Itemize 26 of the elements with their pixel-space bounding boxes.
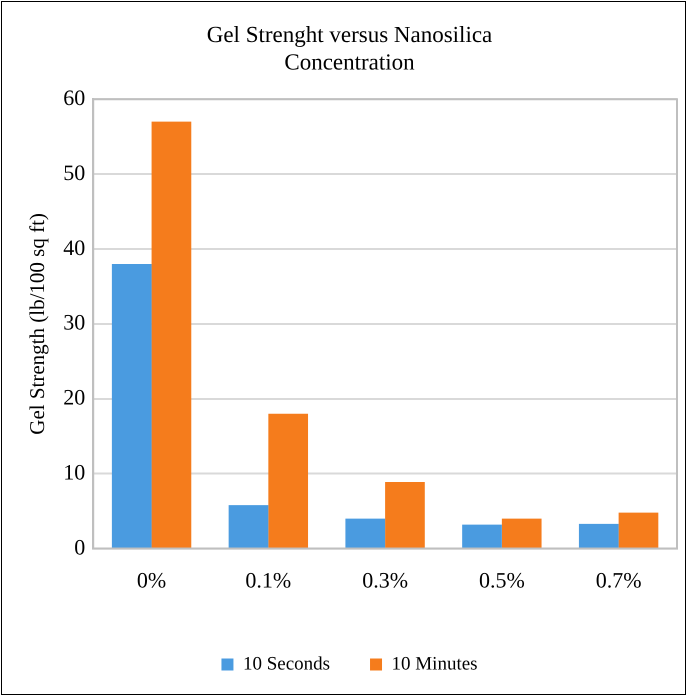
bar [152, 122, 192, 548]
bar [502, 518, 542, 548]
bar [578, 524, 619, 548]
y-tick-label: 60 [63, 84, 86, 110]
x-tick-label: 0.7% [596, 568, 642, 593]
x-tick-label: 0.5% [478, 568, 525, 593]
bar [228, 505, 268, 548]
y-tick-label: 30 [63, 310, 86, 335]
x-tick-label: 0% [136, 568, 166, 593]
y-tick-label: 0 [74, 534, 86, 560]
legend-label: 10 Minutes [392, 653, 478, 674]
y-tick-label: 50 [63, 160, 86, 185]
chart-title: Gel Strenght versus Nanosilica Concentration [206, 22, 492, 74]
y-tick-label: 40 [63, 234, 86, 260]
x-tick-label: 0.3% [362, 568, 408, 593]
y-tick-label: 10 [63, 459, 86, 484]
legend-label: 10 Seconds [242, 653, 330, 674]
bar [345, 518, 386, 548]
bar [462, 524, 502, 548]
bar [385, 482, 425, 548]
bar [618, 512, 658, 548]
y-axis-title: Gel Strength (lb/100 sq ft) [25, 213, 50, 435]
x-tick-label: 0.1% [245, 568, 292, 593]
bar [268, 414, 308, 548]
y-tick-label: 20 [63, 384, 86, 410]
bar [112, 264, 152, 548]
